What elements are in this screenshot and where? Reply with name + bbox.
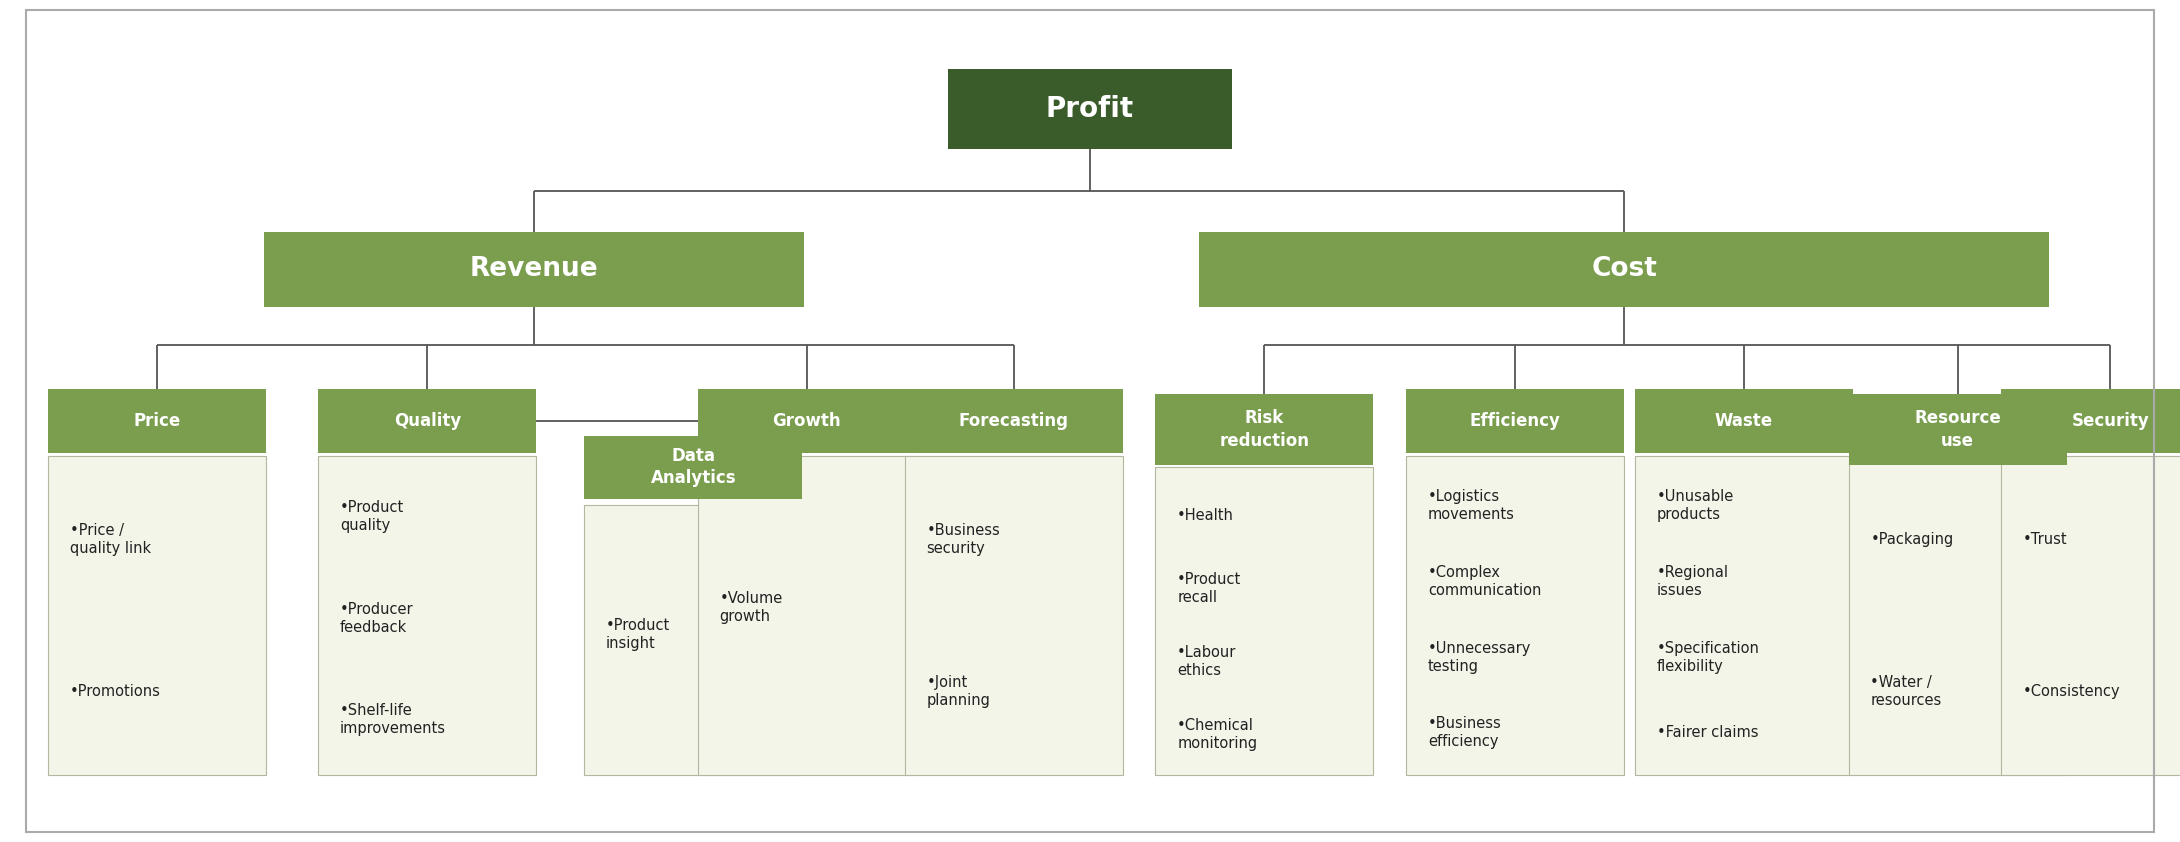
Text: •Health: •Health <box>1177 508 1234 523</box>
FancyBboxPatch shape <box>318 389 536 453</box>
FancyBboxPatch shape <box>318 456 536 775</box>
Text: •Specification
flexibility: •Specification flexibility <box>1657 641 1759 674</box>
Text: •Logistics
movements: •Logistics movements <box>1428 489 1515 522</box>
Text: Efficiency: Efficiency <box>1469 412 1561 430</box>
Text: •Consistency: •Consistency <box>2023 684 2121 699</box>
Text: •Product
insight: •Product insight <box>606 618 669 651</box>
Text: •Complex
communication: •Complex communication <box>1428 565 1541 598</box>
Text: •Producer
feedback: •Producer feedback <box>340 601 414 635</box>
Text: •Trust: •Trust <box>2023 532 2067 547</box>
Text: Waste: Waste <box>1716 412 1772 430</box>
Text: •Fairer claims: •Fairer claims <box>1657 726 1759 740</box>
FancyBboxPatch shape <box>2001 456 2180 775</box>
FancyBboxPatch shape <box>698 456 916 775</box>
FancyBboxPatch shape <box>905 456 1123 775</box>
FancyBboxPatch shape <box>2001 389 2180 453</box>
Text: Quality: Quality <box>395 412 460 430</box>
FancyBboxPatch shape <box>48 456 266 775</box>
Text: Revenue: Revenue <box>469 257 600 282</box>
FancyBboxPatch shape <box>1635 389 1853 453</box>
FancyBboxPatch shape <box>1199 232 2049 307</box>
FancyBboxPatch shape <box>1155 394 1373 465</box>
Text: •Price /
quality link: •Price / quality link <box>70 523 150 557</box>
FancyBboxPatch shape <box>1406 389 1624 453</box>
Text: Resource
use: Resource use <box>1914 409 2001 450</box>
FancyBboxPatch shape <box>1155 467 1373 775</box>
Text: •Product
quality: •Product quality <box>340 500 403 534</box>
Text: Price: Price <box>133 412 181 430</box>
Text: Forecasting: Forecasting <box>959 412 1068 430</box>
FancyBboxPatch shape <box>1406 456 1624 775</box>
Text: Growth: Growth <box>772 412 841 430</box>
FancyBboxPatch shape <box>264 232 804 307</box>
FancyBboxPatch shape <box>1849 456 2067 775</box>
Text: •Shelf-life
improvements: •Shelf-life improvements <box>340 702 447 736</box>
FancyBboxPatch shape <box>905 389 1123 453</box>
Text: •Promotions: •Promotions <box>70 684 161 699</box>
Text: •Regional
issues: •Regional issues <box>1657 565 1729 598</box>
Text: •Labour
ethics: •Labour ethics <box>1177 645 1236 678</box>
Text: •Business
security: •Business security <box>926 523 1001 557</box>
Text: •Volume
growth: •Volume growth <box>719 591 783 625</box>
FancyBboxPatch shape <box>584 505 802 775</box>
Text: •Unnecessary
testing: •Unnecessary testing <box>1428 641 1530 674</box>
Text: •Packaging: •Packaging <box>1870 532 1953 547</box>
Text: •Chemical
monitoring: •Chemical monitoring <box>1177 718 1258 751</box>
FancyBboxPatch shape <box>584 436 802 498</box>
FancyBboxPatch shape <box>948 70 1232 150</box>
Text: •Unusable
products: •Unusable products <box>1657 489 1733 522</box>
Text: Security: Security <box>2071 412 2149 430</box>
Text: •Product
recall: •Product recall <box>1177 572 1240 605</box>
Text: Profit: Profit <box>1046 95 1134 124</box>
Text: •Joint
planning: •Joint planning <box>926 674 990 708</box>
FancyBboxPatch shape <box>1849 394 2067 465</box>
FancyBboxPatch shape <box>48 389 266 453</box>
Text: •Water /
resources: •Water / resources <box>1870 674 1942 708</box>
FancyBboxPatch shape <box>1635 456 1853 775</box>
FancyBboxPatch shape <box>698 389 916 453</box>
Text: Data
Analytics: Data Analytics <box>650 447 737 488</box>
Text: Risk
reduction: Risk reduction <box>1219 409 1310 450</box>
Text: •Business
efficiency: •Business efficiency <box>1428 717 1502 749</box>
Text: Cost: Cost <box>1591 257 1657 282</box>
